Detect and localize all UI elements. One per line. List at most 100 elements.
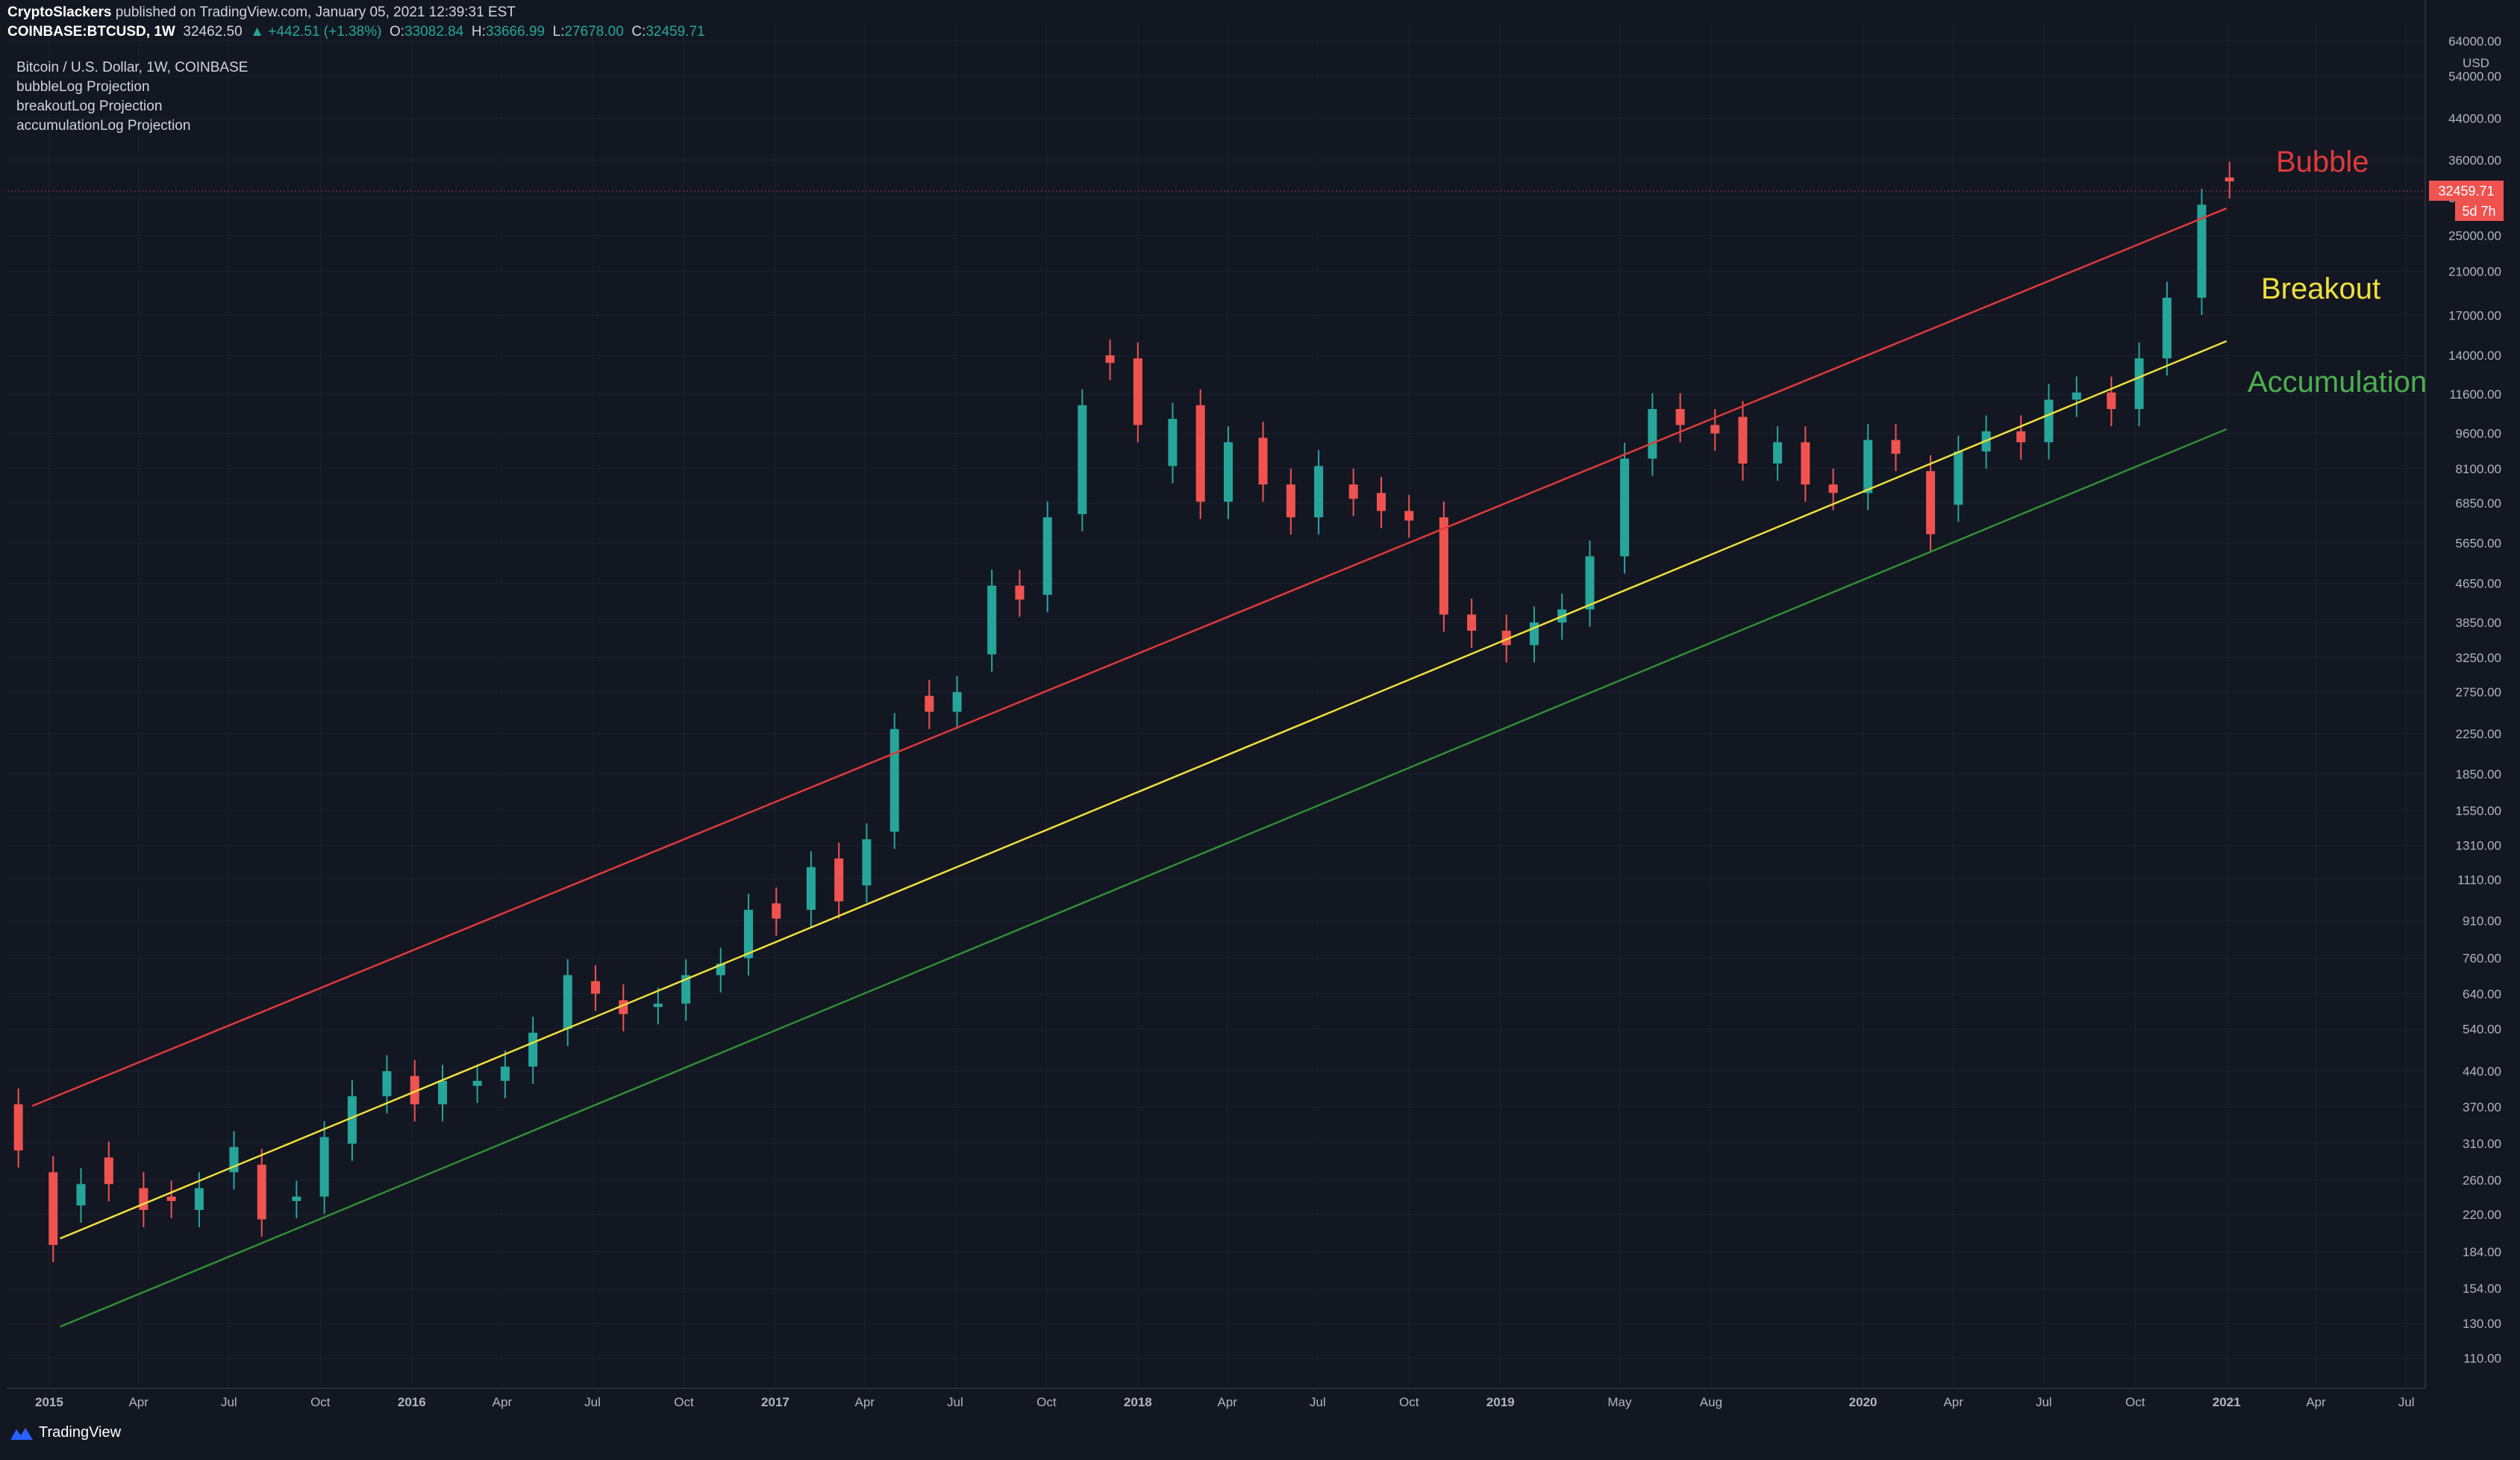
legend-item-bubble[interactable]: bubbleLog Projection [16, 79, 150, 95]
candle-body [1738, 417, 1748, 464]
y-tick-label: 110.00 [2463, 1351, 2501, 1365]
candle-body [952, 692, 962, 712]
candle-body [49, 1172, 58, 1245]
candle-body [2107, 392, 2116, 410]
candle-body [1258, 437, 1268, 485]
x-axis[interactable]: 2015 Apr Jul Oct 2016 Apr Jul Oct 2017 Apr Jul Oct 2… [7, 1388, 2425, 1409]
open-value: 33082.84 [404, 24, 464, 40]
y-tick-label: 44000.00 [2448, 112, 2501, 126]
candle-body [1042, 517, 1052, 595]
y-tick-label: 1110.00 [2457, 873, 2501, 887]
y-axis[interactable]: 64000.0054000.0044000.0036000.0030000.00… [2424, 0, 2520, 1411]
candle-body [1801, 442, 1810, 485]
x-tick-label: Jul [221, 1395, 237, 1409]
candle-body [862, 839, 872, 886]
annotation-accumulation: Accumulation [2248, 366, 2427, 399]
x-tick-label: Oct [674, 1395, 694, 1409]
y-tick-label: 5650.00 [2456, 537, 2501, 551]
legend-item-breakout[interactable]: breakoutLog Projection [16, 99, 163, 114]
candle-body [2162, 297, 2172, 359]
x-tick-label: Jul [947, 1395, 963, 1409]
x-tick-label: Jul [2036, 1395, 2052, 1409]
countdown-badge [2455, 201, 2504, 221]
candle-body [1286, 484, 1295, 518]
candle-body [1675, 409, 1685, 425]
candle-body [681, 975, 691, 1004]
ohlc-line: COINBASE:BTCUSD, 1W 32462.50 ▲ +442.51 (… [7, 22, 705, 42]
close-label: C: [631, 24, 646, 40]
x-tick-label: Oct [2125, 1395, 2145, 1409]
x-tick-label: 2021 [2213, 1395, 2241, 1409]
y-tick-label: 2250.00 [2456, 727, 2501, 741]
y-tick-label: 9600.00 [2456, 427, 2501, 441]
y-tick-label: 1850.00 [2456, 767, 2501, 782]
accumulation-projection-line [60, 428, 2227, 1328]
candles [13, 161, 2234, 1262]
change-value: ▲ +442.51 (+1.38%) [250, 24, 382, 40]
candle-body [1954, 451, 1963, 505]
x-tick-label: Oct [310, 1395, 331, 1409]
candle-body [382, 1071, 392, 1096]
x-tick-label: 2018 [1124, 1395, 1152, 1409]
candle-body [1828, 484, 1838, 493]
candle-body [1105, 355, 1115, 364]
breakout-projection-line [60, 340, 2227, 1240]
y-tick-label: 640.00 [2463, 987, 2501, 1001]
annotations: Bubble Breakout Accumulation [2248, 146, 2427, 399]
legend-item-accumulation[interactable]: accumulationLog Projection [16, 118, 191, 134]
y-tick-label: 260.00 [2463, 1173, 2501, 1188]
candle-body [925, 696, 934, 712]
x-tick-label: 2016 [398, 1395, 426, 1409]
y-tick-label: 11600.00 [2449, 387, 2501, 402]
high-label: H: [471, 24, 486, 40]
y-tick-label: 370.00 [2463, 1100, 2501, 1114]
publisher-name[interactable]: CryptoSlackers [7, 4, 112, 20]
y-tick-label: 1550.00 [2456, 804, 2501, 818]
candle-body [744, 909, 754, 958]
x-tick-label: Oct [1399, 1395, 1419, 1409]
open-label: O: [389, 24, 405, 40]
symbol-label: COINBASE:BTCUSD, 1W [7, 24, 175, 40]
y-tick-label: 8100.00 [2456, 462, 2501, 476]
x-tick-label: 2020 [1849, 1395, 1878, 1409]
last-price-badge [2429, 181, 2504, 201]
candle-body [1348, 484, 1358, 499]
y-tick-label: 910.00 [2463, 914, 2501, 929]
candle-body [292, 1197, 301, 1201]
candle-body [2044, 399, 2054, 443]
y-axis-panel [2425, 0, 2520, 1411]
candle-body [194, 1188, 204, 1211]
footer-bar [0, 1412, 2520, 1460]
candle-body [2072, 392, 2081, 400]
countdown-label: 5d 7h [2462, 204, 2495, 219]
y-tick-label: 440.00 [2463, 1064, 2501, 1079]
last-value: 32462.50 [183, 24, 243, 40]
y-tick-label: 760.00 [2463, 952, 2501, 966]
low-value: 27678.00 [564, 24, 624, 40]
candle-body [13, 1104, 23, 1151]
candle-body [653, 1003, 663, 1008]
candle-body [1620, 458, 1630, 557]
candle-body [1376, 493, 1386, 511]
y-tick-label: 17000.00 [2448, 308, 2501, 322]
candle-body [1223, 442, 1233, 502]
candle-body [1439, 517, 1448, 615]
y-tick-label: 154.00 [2463, 1282, 2501, 1296]
y-tick-label: 14000.00 [2448, 349, 2501, 363]
y-tick-label: 2750.00 [2456, 685, 2501, 699]
legend-title[interactable]: Bitcoin / U.S. Dollar, 1W, COINBASE [16, 60, 248, 75]
y-tick-label: 64000.00 [2448, 34, 2501, 49]
indicator-legend: Bitcoin / U.S. Dollar, 1W, COINBASE bubb… [16, 58, 248, 136]
candle-body [76, 1184, 86, 1205]
tradingview-logo[interactable]: TradingView [9, 1424, 121, 1441]
x-tick-label: Apr [1217, 1395, 1237, 1409]
annotation-bubble: Bubble [2276, 146, 2369, 178]
publisher-line: CryptoSlackers published on TradingView.… [7, 3, 705, 22]
candle-body [104, 1157, 113, 1185]
low-label: L: [552, 24, 565, 40]
candle-body [1648, 409, 1657, 459]
candle-body [257, 1164, 266, 1220]
y-tick-label: 184.00 [2463, 1245, 2501, 1259]
